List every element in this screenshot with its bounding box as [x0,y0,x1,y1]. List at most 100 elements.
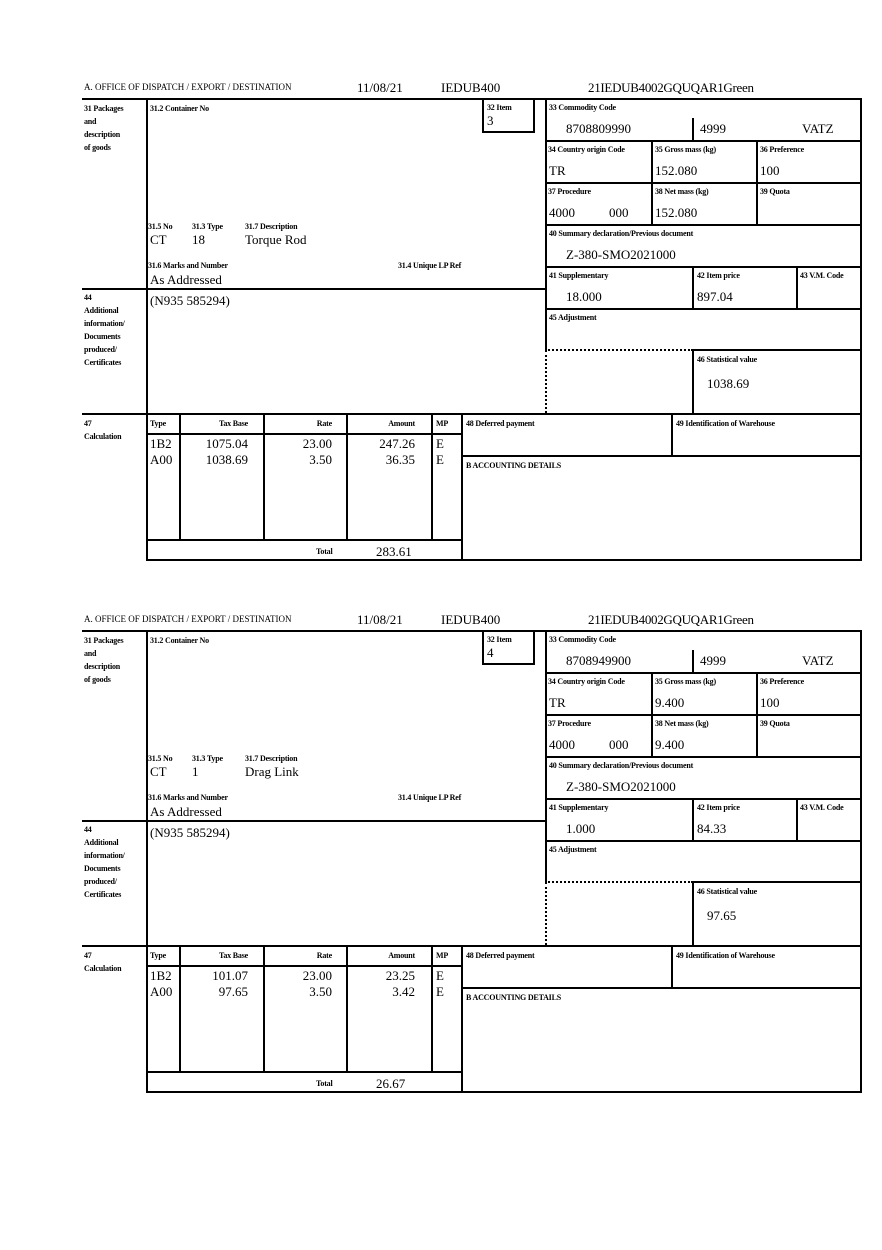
statistical-value: 97.65 [707,908,737,923]
vm-code-label: 43 V.M. Code [800,271,844,280]
procedure-value: 4000 [549,737,575,752]
calc-header-amount: Amount [388,419,415,428]
desc-label: 31.7 Description [245,222,298,231]
statistical-value-label: 46 Statistical value [697,887,757,896]
form-rule [693,881,862,883]
form-rule [545,308,862,310]
item-number: 4 [487,645,494,660]
calc-mp: E [436,968,444,983]
additional-info: (N935 585294) [150,825,230,840]
form-rule [545,840,862,842]
quota-label: 39 Quota [760,187,790,196]
gross-mass: 9.400 [655,695,685,710]
additional-info: (N935 585294) [150,293,230,308]
form-rule [146,630,148,1092]
net-label: 38 Net mass (kg) [655,719,709,728]
total-label: Total [316,1079,333,1088]
marks-value: As Addressed [150,272,222,287]
form-rule [671,947,673,988]
calc-type: A00 [150,452,173,467]
item-price: 897.04 [697,289,733,304]
adjustment-label: 45 Adjustment [549,313,597,322]
vat-code: VATZ [802,121,834,136]
price-label: 42 Item price [697,271,740,280]
calc-type: 1B2 [150,968,172,983]
calc-rate: 3.50 [309,984,332,999]
calc-amount: 3.42 [392,984,415,999]
form-rule [693,349,862,351]
commodity-label: 33 Commodity Code [549,103,616,112]
calc-rate: 23.00 [302,436,332,451]
quota-label: 39 Quota [760,719,790,728]
form-rule [462,987,862,989]
form-rule [146,98,148,560]
form-rule [796,266,798,308]
calc-header-tax-base: Tax Base [218,951,248,960]
accounting-details-label: B ACCOUNTING DETAILS [466,993,561,1002]
form-rule [692,798,694,840]
declaration-item-block: A. OFFICE OF DISPATCH / EXPORT / DESTINA… [0,612,882,1144]
commodity-additional-code: 4999 [700,121,726,136]
form-rule [82,945,862,947]
no-label: 31.5 No [148,222,173,231]
accounting-details-label: B ACCOUNTING DETAILS [466,461,561,470]
form-rule [146,1071,462,1073]
form-rule [146,433,462,435]
goods-description: Drag Link [245,764,299,779]
form-rule [146,559,862,561]
form-rule [431,947,433,1072]
procedure-value: 4000 [549,205,575,220]
date: 11/08/21 [357,80,403,95]
calc-amount: 247.26 [379,436,415,451]
form-rule [179,415,181,540]
form-rule [545,182,862,184]
form-rule [545,349,693,351]
calc-type: A00 [150,984,173,999]
declaration-item-block: A. OFFICE OF DISPATCH / EXPORT / DESTINA… [0,80,882,612]
procedure-additional: 000 [609,205,629,220]
gross-label: 35 Gross mass (kg) [655,677,716,686]
form-rule [462,455,862,457]
form-rule [545,266,862,268]
calc-base: 101.07 [212,968,248,983]
form-rule [545,350,547,413]
calc-header-mp: MP [436,419,449,428]
lp-ref-label: 31.4 Unique LP Ref [398,793,462,802]
total-label: Total [316,547,333,556]
packages-type: 18 [192,232,205,247]
net-mass: 152.080 [655,205,698,220]
calc-header-tax-base: Tax Base [218,419,248,428]
form-rule [651,140,653,224]
container-label: 31.2 Container No [150,636,209,645]
summary-label: 40 Summary declaration/Previous document [549,229,694,238]
goods-description: Torque Rod [245,232,307,247]
deferred-payment-label: 48 Deferred payment [466,419,535,428]
packages-type: 1 [192,764,199,779]
origin-label: 34 Country origin Code [548,145,625,154]
calc-base: 1038.69 [205,452,248,467]
commodity-code: 8708809990 [566,121,631,136]
form-rule [545,140,862,142]
calc-amount: 36.35 [385,452,415,467]
preference-value: 100 [760,163,780,178]
form-rule [756,672,758,756]
supplementary-value: 1.000 [566,821,596,836]
summary-value: Z-380-SMO2021000 [566,247,676,262]
calc-header-amount: Amount [388,951,415,960]
form-rule [179,947,181,1072]
form-rule [82,413,862,415]
supplementary-label: 41 Supplementary [549,271,609,280]
calc-base: 97.65 [218,984,248,999]
preference-label: 36 Preference [760,677,804,686]
form-rule [146,1091,862,1093]
form-rule [692,650,694,672]
item-number: 3 [487,113,494,128]
total-amount: 283.61 [376,544,412,559]
gross-label: 35 Gross mass (kg) [655,145,716,154]
calc-header-rate: Rate [316,419,332,428]
form-rule [82,820,546,822]
procedure-label: 37 Procedure [548,719,591,728]
marks-value: As Addressed [150,804,222,819]
form-rule [263,947,265,1072]
